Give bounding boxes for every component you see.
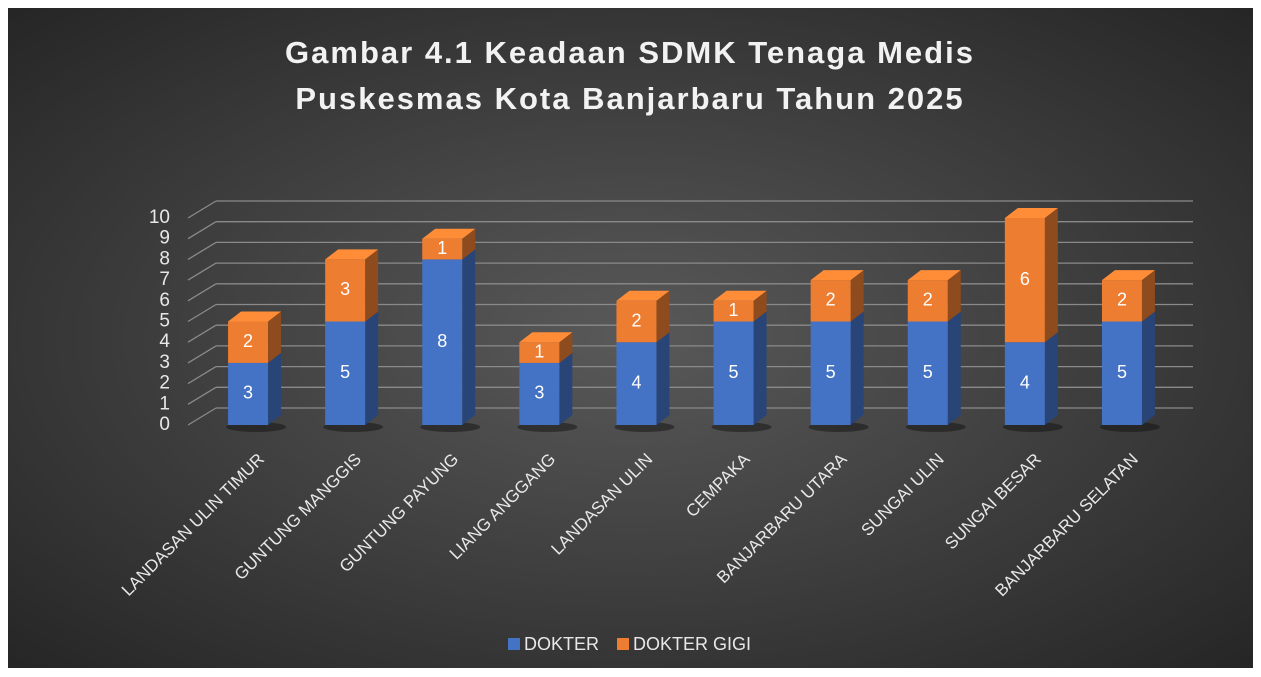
legend-label: DOKTER GIGI xyxy=(633,634,751,654)
y-tick-label: 7 xyxy=(159,269,170,290)
value-label: 5 xyxy=(729,362,739,382)
value-label: 5 xyxy=(340,362,350,382)
grid-line xyxy=(187,241,217,260)
bar-side xyxy=(947,311,961,425)
bar xyxy=(228,321,269,363)
bar-top xyxy=(1004,208,1058,218)
value-label: 5 xyxy=(923,362,933,382)
bar xyxy=(1004,342,1045,425)
bar-side xyxy=(268,352,282,425)
bar-side xyxy=(365,249,379,322)
y-tick-label: 5 xyxy=(159,311,170,332)
grid-line xyxy=(187,200,217,219)
bar-side xyxy=(559,352,573,425)
grid-line xyxy=(187,386,217,405)
bar-side xyxy=(1141,311,1155,425)
bar-side xyxy=(268,311,282,363)
bar-side xyxy=(656,332,670,425)
grid-line xyxy=(187,262,217,281)
bar xyxy=(713,321,754,425)
value-label: 2 xyxy=(923,290,933,310)
bar xyxy=(810,280,851,322)
value-label: 5 xyxy=(1117,362,1127,382)
value-label: 2 xyxy=(631,310,641,330)
y-tick-label: 9 xyxy=(159,228,170,249)
bar-side xyxy=(559,332,573,363)
value-label: 2 xyxy=(243,331,253,351)
grid-line xyxy=(187,283,217,302)
bar xyxy=(519,362,560,425)
value-label: 3 xyxy=(243,383,253,403)
bar-top xyxy=(1101,270,1155,281)
bar xyxy=(325,259,366,322)
bar-side xyxy=(1141,270,1155,322)
bar-side xyxy=(753,311,767,425)
bar xyxy=(1004,218,1045,343)
chart-title: Puskesmas Kota Banjarbaru Tahun 2025 xyxy=(295,81,964,116)
y-tick-label: 10 xyxy=(149,207,170,228)
bar-side xyxy=(753,290,767,322)
bar-top xyxy=(616,290,670,301)
bar xyxy=(325,321,366,425)
bar xyxy=(1101,321,1142,425)
bar-side xyxy=(850,311,864,425)
grid-line xyxy=(187,407,217,426)
grid-line xyxy=(187,303,217,323)
chart-title: Gambar 4.1 Keadaan SDMK Tenaga Medis xyxy=(285,35,975,70)
bar-top xyxy=(519,332,573,343)
y-tick-label: 3 xyxy=(159,352,170,373)
bar xyxy=(422,259,463,425)
y-tick-label: 0 xyxy=(159,414,170,435)
bar-top xyxy=(422,228,476,239)
legend-label: DOKTER xyxy=(524,634,599,654)
bar-side xyxy=(1044,332,1058,425)
bar-side xyxy=(462,249,476,425)
y-tick-label: 6 xyxy=(159,290,170,311)
y-tick-label: 2 xyxy=(159,373,170,394)
bar xyxy=(616,300,657,343)
bar-top xyxy=(228,311,282,322)
bar xyxy=(228,362,269,425)
grid-line xyxy=(187,324,217,343)
legend-swatch xyxy=(617,638,630,650)
y-tick-label: 1 xyxy=(159,393,170,414)
grid-line xyxy=(187,366,217,385)
bar-side xyxy=(850,270,864,322)
grid-line xyxy=(187,345,217,364)
bar xyxy=(616,342,657,425)
bar xyxy=(907,280,948,322)
bar-side xyxy=(1044,208,1058,343)
bar-top xyxy=(713,290,767,301)
bar xyxy=(519,342,560,363)
bar xyxy=(422,238,463,260)
bar-side xyxy=(656,290,670,343)
bar-side xyxy=(947,270,961,322)
value-label: 3 xyxy=(340,279,350,299)
bar xyxy=(713,300,754,322)
value-label: 2 xyxy=(826,290,836,310)
value-label: 4 xyxy=(631,372,641,392)
bar-side xyxy=(365,311,379,425)
bar-side xyxy=(462,228,476,260)
value-label: 1 xyxy=(729,300,739,320)
value-label: 4 xyxy=(1020,372,1030,392)
y-tick-label: 4 xyxy=(159,331,170,352)
bar-top xyxy=(907,270,961,281)
value-label: 2 xyxy=(1117,290,1127,310)
y-tick-label: 8 xyxy=(159,248,170,269)
value-label: 3 xyxy=(534,383,544,403)
legend-swatch xyxy=(508,638,520,650)
grid-line xyxy=(187,221,217,240)
bar xyxy=(907,321,948,425)
bar-top xyxy=(325,249,379,260)
bar xyxy=(810,321,851,425)
bar-top xyxy=(810,270,864,281)
value-label: 5 xyxy=(826,362,836,382)
value-label: 8 xyxy=(437,331,447,351)
value-label: 1 xyxy=(534,341,544,361)
bar xyxy=(1101,280,1142,322)
value-label: 1 xyxy=(437,238,447,258)
value-label: 6 xyxy=(1020,269,1030,289)
